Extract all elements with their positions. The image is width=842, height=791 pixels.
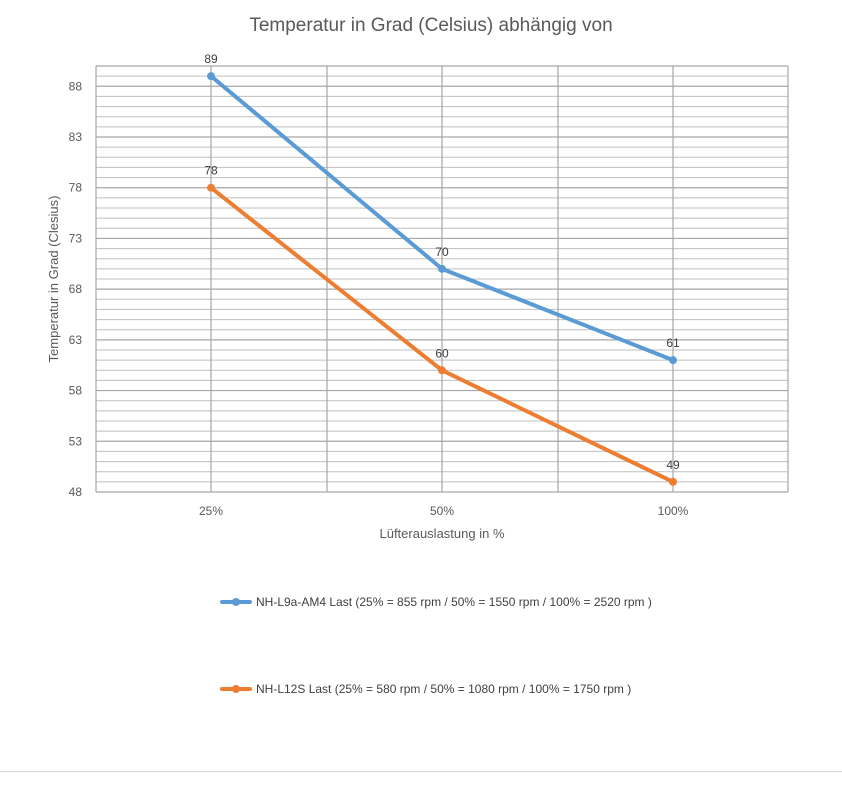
data-label: 89 [204,52,218,66]
legend-item-1: NH-L9a-AM4 Last (25% = 855 rpm / 50% = 1… [220,595,652,609]
series-2: 78 60 49 [204,164,680,486]
y-tick-label: 48 [69,485,83,499]
legend-label: NH-L9a-AM4 Last (25% = 855 rpm / 50% = 1… [256,595,652,609]
data-point [669,477,677,486]
legend-marker [232,685,240,693]
y-tick-label: 88 [69,79,83,93]
data-label: 49 [666,458,680,472]
legend: NH-L9a-AM4 Last (25% = 855 rpm / 50% = 1… [220,595,652,696]
data-label: 70 [435,245,449,259]
data-point [207,72,215,81]
x-tick-label: 50% [430,504,454,518]
plot-grid [95,65,789,493]
legend-label: NH-L12S Last (25% = 580 rpm / 50% = 1080… [256,682,631,696]
series-layer: 89 70 61 78 60 49 [204,52,680,486]
data-point [438,366,446,375]
y-tick-label: 63 [69,333,83,347]
data-label: 61 [666,336,680,350]
data-point [669,356,677,365]
legend-marker [232,598,240,606]
y-axis-ticks: 48 53 58 63 68 73 78 83 88 [69,79,83,499]
y-tick-label: 58 [69,384,83,398]
chart-title: Temperatur in Grad (Celsius) abhängig vo… [249,15,612,36]
data-point [207,183,215,192]
data-point [438,264,446,273]
y-axis-title: Temperatur in Grad (Clesius) [46,196,61,363]
x-axis-ticks: 25% 50% 100% [199,504,689,518]
data-label: 78 [204,164,218,178]
y-tick-label: 73 [69,231,83,245]
y-tick-label: 83 [69,130,83,144]
bottom-divider [0,771,842,772]
y-tick-label: 53 [69,434,83,448]
x-axis-title: Lüfterauslastung in % [379,526,504,541]
x-tick-label: 100% [658,504,689,518]
x-tick-label: 25% [199,504,223,518]
legend-item-2: NH-L12S Last (25% = 580 rpm / 50% = 1080… [220,682,631,696]
data-label: 60 [435,346,449,360]
y-tick-label: 78 [69,181,83,195]
series-1: 89 70 61 [204,52,680,365]
y-tick-label: 68 [69,282,83,296]
